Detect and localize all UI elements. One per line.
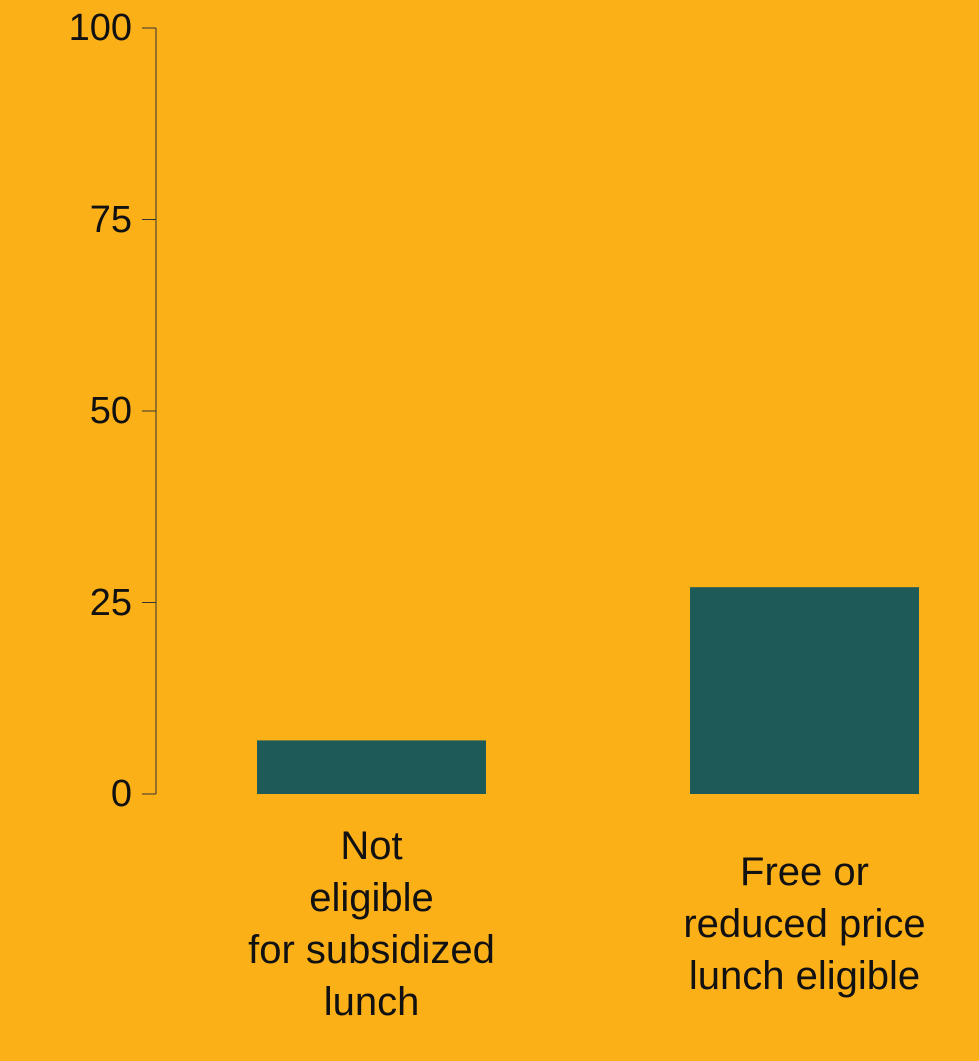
category-label-line: eligible (192, 872, 552, 924)
category-label-line: Free or (625, 846, 979, 898)
y-tick-label: 50 (22, 392, 132, 430)
y-axis (142, 28, 156, 794)
y-tick-label: 0 (22, 775, 132, 813)
category-label-free-reduced: Free or reduced price lunch eligible (625, 846, 979, 1002)
category-label-line: Not (192, 820, 552, 872)
y-tick-label: 25 (22, 584, 132, 622)
bar (690, 587, 919, 794)
category-label-line: lunch eligible (625, 950, 979, 1002)
y-tick-label: 75 (22, 201, 132, 239)
bar (257, 740, 486, 794)
category-label-line: for subsidized (192, 924, 552, 976)
category-label-line: reduced price (625, 898, 979, 950)
category-label-line: lunch (192, 976, 552, 1028)
bars (257, 587, 919, 794)
y-tick-label: 100 (22, 9, 132, 47)
category-label-not-eligible: Not eligible for subsidized lunch (192, 820, 552, 1028)
